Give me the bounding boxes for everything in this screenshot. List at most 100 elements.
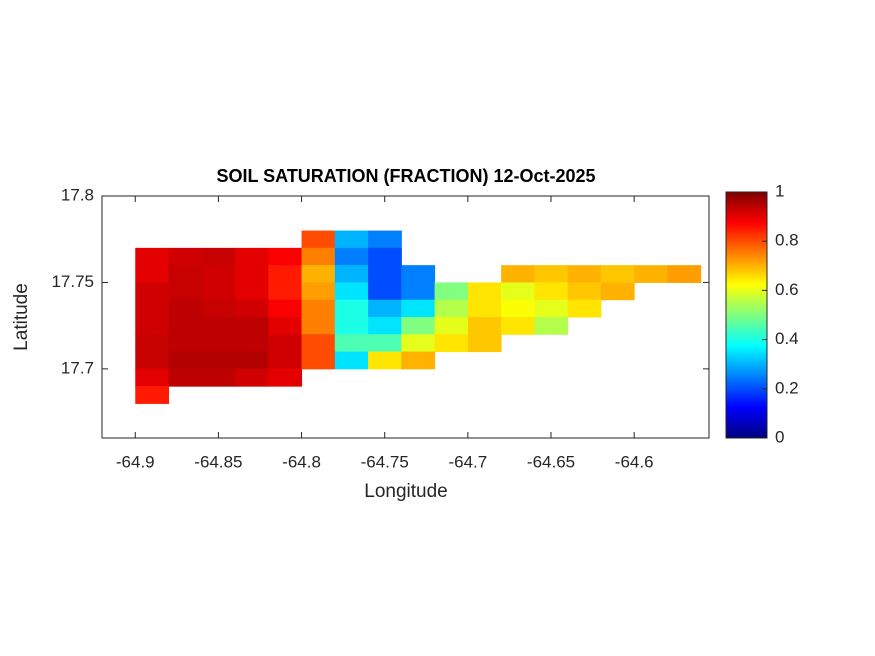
map-cell <box>135 386 170 404</box>
y-tick-label: 17.75 <box>51 272 94 291</box>
map-cell <box>201 247 236 266</box>
map-cell <box>467 317 502 335</box>
map-cell <box>268 368 303 387</box>
map-cell <box>401 351 436 370</box>
map-cell <box>168 299 203 318</box>
map-cell <box>301 282 336 301</box>
x-tick-label: -64.9 <box>116 452 155 471</box>
map-cell <box>334 334 369 353</box>
map-cell <box>501 282 535 301</box>
map-cell <box>201 351 236 370</box>
map-cell <box>168 351 203 370</box>
map-cell <box>434 317 469 335</box>
map-cell <box>534 282 569 301</box>
map-cell <box>268 265 303 283</box>
map-cell <box>368 317 402 335</box>
map-cell <box>467 282 502 301</box>
map-cell <box>301 230 336 249</box>
map-cell <box>235 299 269 318</box>
x-tick-label: -64.65 <box>527 452 575 471</box>
map-cell <box>201 299 236 318</box>
map-cell <box>534 265 569 283</box>
y-tick-label: 17.7 <box>61 358 94 377</box>
map-cell <box>301 317 336 335</box>
map-cell <box>301 265 336 283</box>
map-cell <box>368 247 402 266</box>
map-cell <box>368 265 402 283</box>
map-cell <box>567 299 602 318</box>
map-cell <box>401 317 436 335</box>
map-cell <box>268 334 303 353</box>
map-cell <box>168 247 203 266</box>
map-cell <box>168 317 203 335</box>
map-cell <box>534 299 569 318</box>
y-axis-label: Latitude <box>11 283 32 351</box>
map-cell <box>268 247 303 266</box>
colorbar-tick-label: 0.6 <box>775 280 799 299</box>
map-cell <box>268 282 303 301</box>
map-cell <box>301 334 336 353</box>
x-tick-label: -64.7 <box>448 452 487 471</box>
map-cell <box>334 247 369 266</box>
map-cell <box>334 317 369 335</box>
y-tick-label: 17.8 <box>61 185 94 204</box>
map-cell <box>401 334 436 353</box>
map-cell <box>201 265 236 283</box>
map-cell <box>600 282 635 301</box>
map-cell <box>135 351 170 370</box>
map-cell <box>135 334 170 353</box>
map-cell <box>168 334 203 353</box>
map-cell <box>401 265 436 283</box>
map-cell <box>368 299 402 318</box>
colorbar-tick-label: 0.8 <box>775 231 799 250</box>
map-cell <box>301 299 336 318</box>
map-cell <box>634 265 668 283</box>
map-cells <box>135 230 702 404</box>
map-cell <box>235 351 269 370</box>
colorbar-tick-label: 1 <box>775 181 784 200</box>
map-cell <box>201 317 236 335</box>
map-cell <box>268 299 303 318</box>
axes: -64.9 -64.85 -64.8 -64.75 -64.7 -64.65 -64.6 17… <box>51 181 798 471</box>
map-cell <box>401 299 436 318</box>
map-cell <box>201 282 236 301</box>
map-cell <box>135 247 170 266</box>
map-cell <box>135 368 170 387</box>
map-cell <box>368 282 402 301</box>
map-cell <box>434 299 469 318</box>
map-cell <box>334 230 369 249</box>
map-cell <box>368 230 402 249</box>
map-cell <box>567 265 602 283</box>
map-cell <box>467 334 502 353</box>
plot-frame <box>101 195 710 439</box>
map-cell <box>168 368 203 387</box>
map-cell <box>334 265 369 283</box>
map-cell <box>467 299 502 318</box>
colorbar <box>725 191 768 439</box>
map-cell <box>201 334 236 353</box>
map-cell <box>268 351 303 370</box>
colorbar-tick-label: 0.4 <box>775 329 799 348</box>
map-cell <box>534 317 569 335</box>
map-cell <box>301 247 336 266</box>
map-cell <box>368 351 402 370</box>
map-cell <box>434 334 469 353</box>
map-cell <box>135 317 170 335</box>
map-cell <box>667 265 702 283</box>
x-tick-label: -64.75 <box>361 452 409 471</box>
map-cell <box>235 368 269 387</box>
map-cell <box>235 317 269 335</box>
map-cell <box>301 351 336 370</box>
map-cell <box>268 317 303 335</box>
map-cell <box>501 317 535 335</box>
map-cell <box>135 265 170 283</box>
map-cell <box>168 265 203 283</box>
map-cell <box>401 282 436 301</box>
x-axis-label: Longitude <box>364 481 447 502</box>
chart-title: SOIL SATURATION (FRACTION) 12-Oct-2025 <box>216 166 595 186</box>
map-cell <box>434 282 469 301</box>
map-cell <box>235 265 269 283</box>
x-tick-label: -64.85 <box>194 452 242 471</box>
map-cell <box>600 265 635 283</box>
